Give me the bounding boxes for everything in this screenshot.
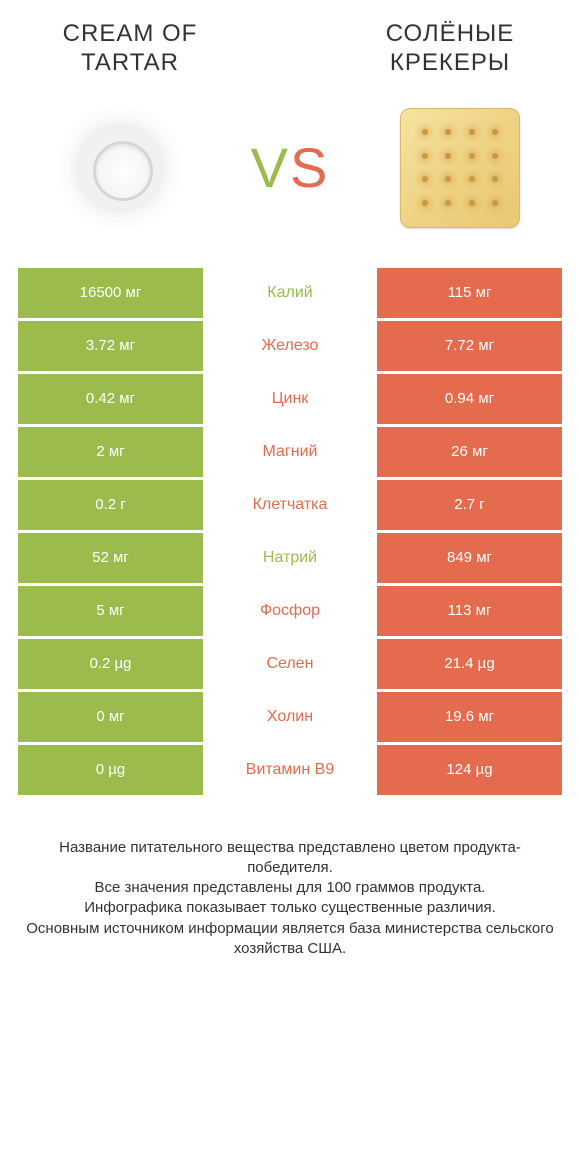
nutrient-label: Натрий [203, 533, 377, 583]
vs-s: S [290, 136, 329, 199]
nutrient-label: Холин [203, 692, 377, 742]
nutrient-label: Клетчатка [203, 480, 377, 530]
value-right: 0.94 мг [377, 374, 562, 424]
value-left: 52 мг [18, 533, 203, 583]
nutrition-row: 16500 мгКалий115 мг [18, 268, 562, 318]
value-left: 0.2 г [18, 480, 203, 530]
value-left: 2 мг [18, 427, 203, 477]
nutrition-row: 2 мгМагний26 мг [18, 427, 562, 477]
nutrition-row: 0.2 гКлетчатка2.7 г [18, 480, 562, 530]
nutrition-row: 52 мгНатрий849 мг [18, 533, 562, 583]
nutrient-label: Магний [203, 427, 377, 477]
nutrient-label: Селен [203, 639, 377, 689]
image-left [50, 98, 190, 238]
title-left: CREAM OF TARTAR [30, 20, 230, 78]
value-left: 3.72 мг [18, 321, 203, 371]
value-right: 2.7 г [377, 480, 562, 530]
value-right: 113 мг [377, 586, 562, 636]
value-left: 5 мг [18, 586, 203, 636]
cracker-icon [400, 108, 520, 228]
nutrient-label: Цинк [203, 374, 377, 424]
value-left: 0 мг [18, 692, 203, 742]
vs-label: VS [251, 135, 330, 200]
nutrition-row: 3.72 мгЖелезо7.72 мг [18, 321, 562, 371]
nutrition-row: 0 µgВитамин B9124 µg [18, 745, 562, 795]
nutrition-row: 0 мгХолин19.6 мг [18, 692, 562, 742]
header: CREAM OF TARTAR СОЛЁНЫЕ КРЕКЕРЫ [0, 0, 580, 88]
value-left: 0 µg [18, 745, 203, 795]
footer-line: Основным источником информации является … [20, 919, 560, 960]
hero: VS [0, 88, 580, 268]
image-right [390, 98, 530, 238]
value-left: 0.2 µg [18, 639, 203, 689]
footer-line: Все значения представлены для 100 граммо… [20, 878, 560, 898]
title-right: СОЛЁНЫЕ КРЕКЕРЫ [350, 20, 550, 78]
nutrient-label: Железо [203, 321, 377, 371]
value-right: 115 мг [377, 268, 562, 318]
footer-line: Название питательного вещества представл… [20, 838, 560, 879]
value-right: 19.6 мг [377, 692, 562, 742]
value-right: 849 мг [377, 533, 562, 583]
footer-line: Инфографика показывает только существенн… [20, 898, 560, 918]
value-right: 21.4 µg [377, 639, 562, 689]
nutrition-row: 5 мгФосфор113 мг [18, 586, 562, 636]
value-right: 124 µg [377, 745, 562, 795]
nutrient-label: Витамин B9 [203, 745, 377, 795]
value-left: 16500 мг [18, 268, 203, 318]
cream-of-tartar-icon [55, 103, 185, 233]
value-right: 26 мг [377, 427, 562, 477]
value-right: 7.72 мг [377, 321, 562, 371]
nutrition-row: 0.42 мгЦинк0.94 мг [18, 374, 562, 424]
nutrition-table: 16500 мгКалий115 мг3.72 мгЖелезо7.72 мг0… [0, 268, 580, 795]
nutrition-row: 0.2 µgСелен21.4 µg [18, 639, 562, 689]
nutrient-label: Калий [203, 268, 377, 318]
nutrient-label: Фосфор [203, 586, 377, 636]
vs-v: V [251, 136, 290, 199]
footer-text: Название питательного вещества представл… [0, 798, 580, 960]
value-left: 0.42 мг [18, 374, 203, 424]
